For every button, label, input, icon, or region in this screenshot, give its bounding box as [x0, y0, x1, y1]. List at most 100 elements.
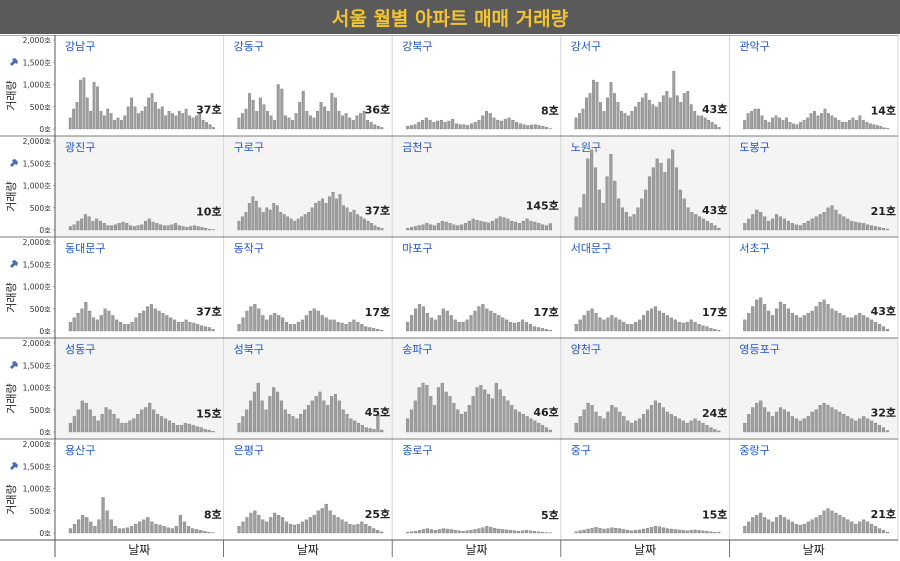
bar [277, 315, 280, 331]
data-label: 17호 [365, 305, 390, 319]
bar [686, 322, 689, 331]
bar [775, 116, 778, 129]
bar [330, 396, 333, 432]
bar [130, 98, 132, 129]
bar [95, 219, 98, 230]
bar [783, 219, 786, 230]
bar [503, 396, 506, 432]
bar [307, 212, 310, 230]
bar [205, 122, 207, 129]
bar [710, 428, 713, 432]
bar [123, 324, 126, 331]
bar [309, 311, 312, 331]
bar [670, 414, 673, 432]
bar [104, 309, 107, 331]
bar [158, 109, 160, 129]
bar [592, 80, 595, 129]
bar [614, 528, 617, 533]
x-axis-label: 날짜 [634, 543, 656, 557]
bar [702, 326, 705, 331]
bar [170, 225, 173, 230]
bar [785, 118, 788, 129]
bar [824, 109, 827, 129]
bar [454, 320, 457, 331]
y-tick-label: 2,000호 [23, 339, 51, 348]
bar [834, 118, 837, 129]
bar [327, 111, 330, 129]
bar [624, 113, 627, 129]
bar [702, 531, 705, 533]
bar [599, 318, 602, 331]
bar [503, 218, 506, 230]
bar [195, 529, 198, 533]
bar [882, 428, 885, 432]
bar [646, 528, 649, 533]
bar [634, 421, 637, 432]
bar [545, 329, 548, 331]
bar [669, 98, 672, 129]
bar [313, 118, 316, 129]
data-label: 25호 [365, 507, 390, 521]
bar [717, 431, 720, 432]
bar [181, 322, 184, 331]
bar [666, 315, 669, 331]
bar [771, 416, 774, 432]
chart-svg: 0호500호1,000호1,500호2,000호거래량0호500호1,000호1… [0, 35, 900, 557]
bar [710, 223, 713, 230]
bar [620, 111, 623, 129]
panel-title: 용산구 [65, 444, 95, 457]
bar [662, 408, 665, 432]
bar [489, 527, 492, 533]
bar [480, 385, 483, 432]
bar [72, 109, 74, 129]
bar [152, 410, 155, 432]
bar [682, 421, 685, 432]
bar [517, 531, 520, 533]
bar [704, 118, 707, 129]
bar [654, 526, 657, 533]
bar [499, 217, 502, 230]
bar [803, 419, 806, 432]
bar [717, 330, 720, 331]
bar [110, 113, 112, 129]
bar [638, 530, 641, 533]
bar [582, 109, 585, 129]
bar [186, 227, 189, 230]
panel-title: 종로구 [402, 444, 432, 457]
bar [750, 111, 753, 129]
bar [854, 421, 857, 432]
bar [337, 322, 340, 331]
bar [529, 324, 532, 331]
bar [537, 532, 540, 533]
bar [775, 309, 778, 331]
bar [779, 217, 782, 230]
bar [273, 513, 276, 533]
bar [257, 515, 260, 533]
bar [159, 525, 162, 533]
bar [870, 421, 873, 432]
bar [273, 313, 276, 331]
bar [141, 111, 143, 129]
bar [755, 300, 758, 331]
bar [285, 522, 288, 533]
bar [873, 125, 876, 129]
bar [422, 307, 425, 331]
bar [173, 320, 176, 331]
bar [360, 324, 363, 331]
bar [500, 121, 503, 129]
bar [537, 327, 540, 331]
bar [452, 225, 455, 230]
bar [204, 228, 207, 230]
bar [320, 102, 323, 129]
bar [208, 229, 211, 230]
bar [434, 320, 437, 331]
bar [634, 107, 637, 129]
panel-title: 광진구 [65, 141, 95, 154]
bar [485, 526, 488, 533]
bar [591, 528, 594, 533]
bar [779, 515, 782, 533]
bar [85, 403, 88, 432]
bar [89, 410, 92, 432]
bar [866, 225, 869, 230]
bar [717, 532, 720, 533]
